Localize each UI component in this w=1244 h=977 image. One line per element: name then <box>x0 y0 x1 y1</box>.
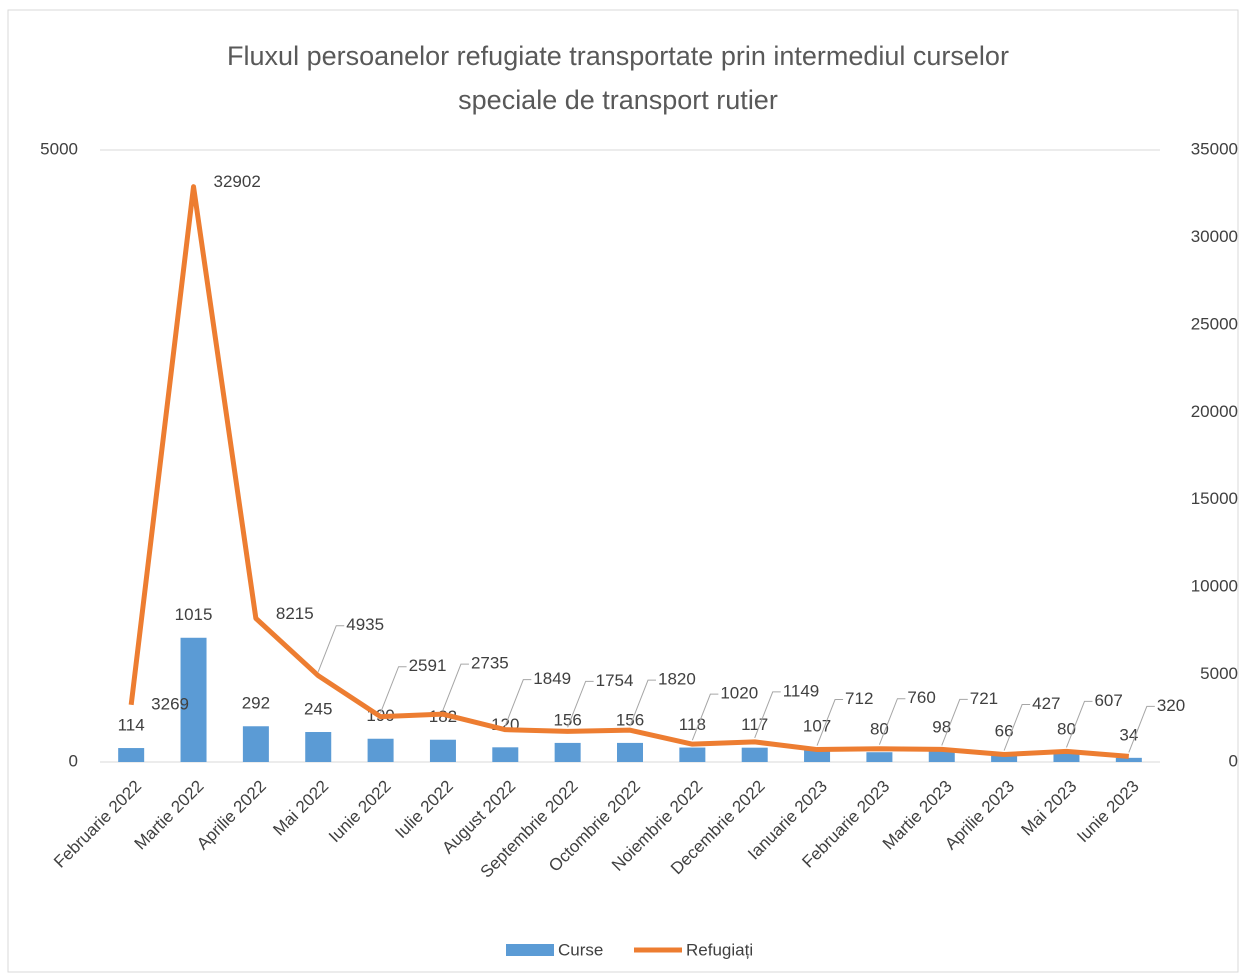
y2-tick-label: 35000 <box>1191 139 1238 158</box>
bar <box>492 747 519 762</box>
leader-line <box>1066 700 1093 748</box>
y-tick-label: 5000 <box>40 139 78 158</box>
legend-label: Refugiați <box>686 940 753 959</box>
line-value-label: 427 <box>1032 694 1060 713</box>
bar-value-label: 80 <box>870 720 889 739</box>
line-value-label: 607 <box>1094 691 1122 710</box>
bar <box>118 748 145 762</box>
leader-line <box>816 699 844 746</box>
bar-value-label: 245 <box>304 699 332 718</box>
y2-tick-label: 5000 <box>1200 664 1238 683</box>
leader-line <box>1128 705 1155 753</box>
leader-line <box>317 625 345 672</box>
bar-value-label: 156 <box>616 710 644 729</box>
bar <box>1053 752 1080 762</box>
bar-value-label: 117 <box>741 715 768 734</box>
line-value-label: 320 <box>1157 696 1185 715</box>
bar <box>741 747 768 762</box>
line-value-label: 721 <box>970 689 998 708</box>
leader-line <box>629 679 656 727</box>
line-value-label: 1820 <box>658 670 696 689</box>
y2-tick-label: 0 <box>1229 751 1238 770</box>
leader-line <box>504 679 532 726</box>
chart-border <box>7 9 1239 973</box>
bar <box>866 752 893 762</box>
line-value-label: 4935 <box>346 615 384 634</box>
y2-tick-label: 30000 <box>1191 227 1238 246</box>
leader-line <box>567 680 594 728</box>
line-value-label: 1754 <box>596 671 634 690</box>
y2-tick-label: 10000 <box>1191 577 1238 596</box>
bar <box>554 742 581 762</box>
leader-line <box>754 691 781 739</box>
bar <box>429 739 456 762</box>
line-value-label: 1020 <box>720 684 758 703</box>
legend-label: Curse <box>558 940 603 959</box>
line-value-label: 2735 <box>471 654 509 673</box>
bar <box>928 750 955 762</box>
line <box>128 184 1130 759</box>
bar <box>804 748 831 762</box>
bar-value-label: 107 <box>803 716 831 735</box>
line-value-label: 712 <box>845 689 873 708</box>
bar <box>242 726 269 762</box>
y2-tick-label: 25000 <box>1191 314 1238 333</box>
legend-swatch <box>506 944 554 956</box>
bar-value-label: 292 <box>242 694 270 713</box>
leader-line <box>442 663 469 711</box>
bar-value-label: 1015 <box>175 605 213 624</box>
line-value-label: 1849 <box>533 669 571 688</box>
y2-tick-label: 20000 <box>1191 402 1238 421</box>
bar-value-label: 114 <box>118 716 145 735</box>
line-value-label: 2591 <box>409 656 447 675</box>
bar-value-label: 98 <box>932 717 951 736</box>
line-value-label: 1149 <box>783 681 820 700</box>
line-value-label: 3269 <box>151 694 189 713</box>
bar-value-label: 118 <box>679 715 706 734</box>
leader-line <box>691 693 719 741</box>
bar <box>679 747 706 762</box>
y-tick-label: 0 <box>69 751 78 770</box>
bar <box>1115 757 1142 762</box>
bar <box>305 732 332 762</box>
leader-line <box>941 698 968 746</box>
leader-line <box>1003 704 1031 751</box>
bar-value-label: 66 <box>995 721 1014 740</box>
chart-title: Fluxul persoanelor refugiate transportat… <box>227 41 1009 115</box>
bar <box>991 753 1018 762</box>
line-value-label: 760 <box>907 688 935 707</box>
leader-line <box>380 666 407 713</box>
bar <box>617 742 643 762</box>
line-value-label: 8215 <box>276 604 314 623</box>
y2-tick-label: 15000 <box>1191 489 1238 508</box>
bar-value-label: 156 <box>553 710 581 729</box>
leader-line <box>878 698 906 745</box>
bar <box>180 637 207 762</box>
line-value-label: 32902 <box>214 172 261 191</box>
bar <box>367 738 394 762</box>
